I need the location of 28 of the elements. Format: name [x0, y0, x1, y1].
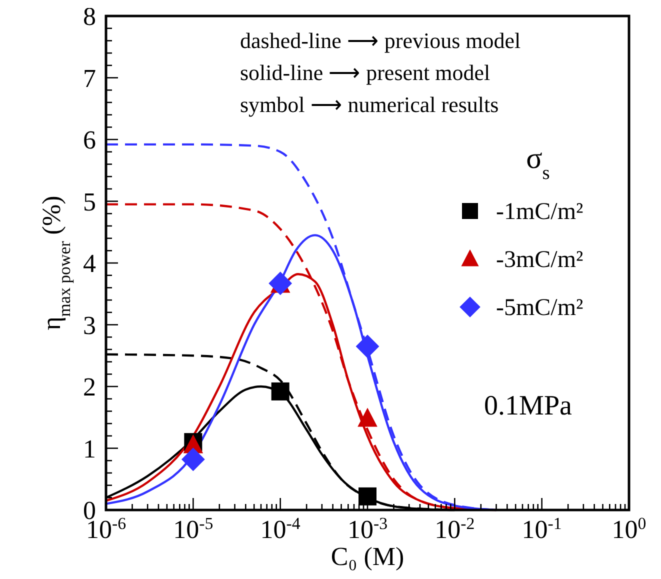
x-tick-label: 10$^{-3}$ [347, 514, 388, 544]
point [358, 487, 376, 506]
y-tick-label: 2 [83, 372, 96, 402]
y-tick-label: 4 [83, 249, 96, 278]
y-tick-label: 7 [83, 64, 96, 93]
annotation: solid-line ⟶ present model [240, 60, 490, 85]
y-tick-label: 1 [83, 434, 96, 464]
x-tick-label: 10$^{0}$ [612, 514, 646, 544]
y-tick-label: 8 [83, 2, 96, 31]
x-tick-label: 10$^{-1}$ [522, 514, 562, 544]
point [181, 448, 205, 472]
x-tick-label: 10$^{-4}$ [260, 514, 301, 544]
legend-label: -5mC/m² [496, 295, 584, 321]
point [358, 408, 378, 427]
point [271, 382, 290, 400]
y-tick-label: 3 [83, 310, 96, 340]
legend-label: -1mC/m² [496, 199, 584, 225]
annotation: 0.1MPa [484, 390, 573, 422]
x-tick-label: 10$^{-5}$ [173, 514, 214, 544]
legend-title: σ$_{s}$ [526, 142, 550, 184]
annotation: symbol ⟶ numerical results [240, 92, 499, 117]
point [356, 334, 380, 358]
x-tick-label: 10$^{-2}$ [434, 514, 475, 544]
legend-label: -3mC/m² [496, 247, 584, 273]
y-tick-label: 5 [83, 187, 96, 216]
x-axis-title: C₀ (M) [330, 542, 404, 571]
annotation: dashed-line ⟶ previous model [240, 28, 521, 53]
y-tick-label: 6 [83, 126, 96, 154]
